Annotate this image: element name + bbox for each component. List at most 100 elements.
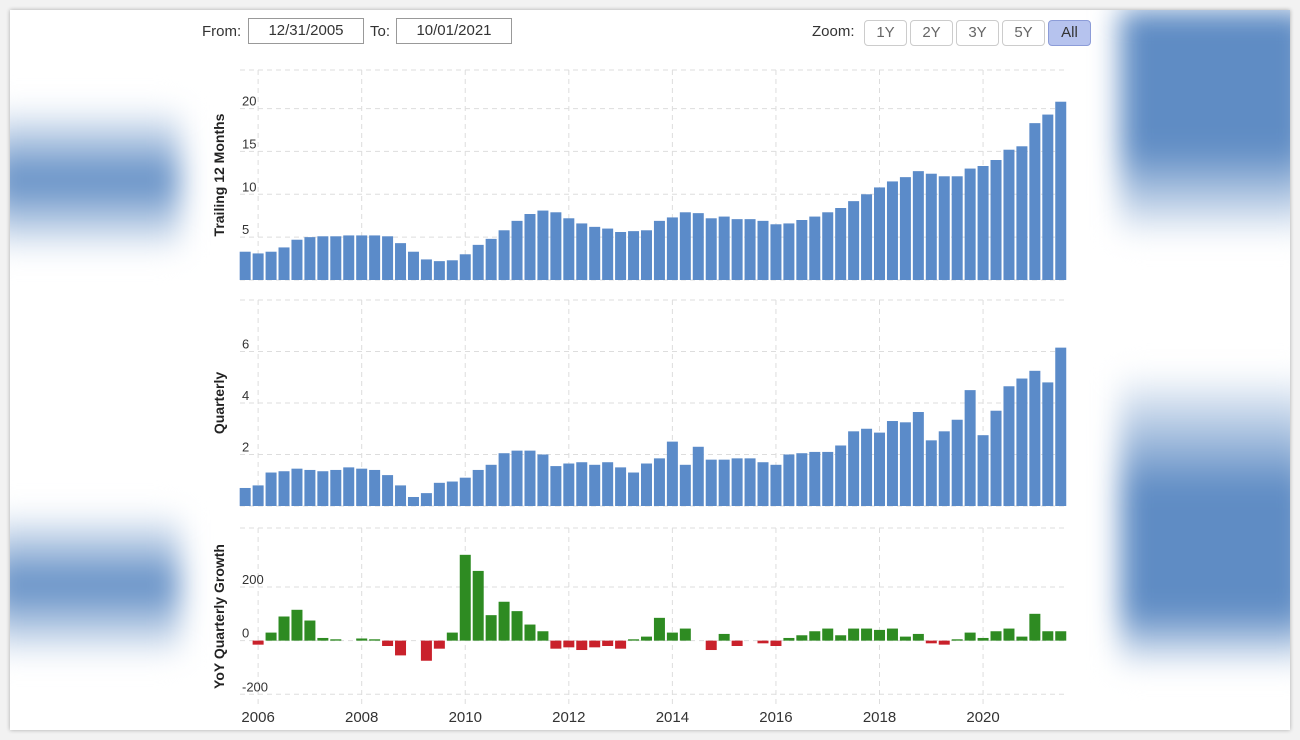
bar bbox=[628, 472, 640, 506]
bar bbox=[330, 639, 342, 641]
bar bbox=[1042, 114, 1054, 280]
bar bbox=[1029, 123, 1041, 281]
bar bbox=[899, 422, 911, 506]
bar bbox=[640, 230, 652, 280]
bar bbox=[550, 466, 562, 506]
bar bbox=[744, 458, 756, 506]
bar bbox=[369, 235, 381, 280]
bar bbox=[1042, 382, 1054, 506]
bar bbox=[356, 638, 368, 641]
bar bbox=[899, 636, 911, 641]
bar bbox=[278, 247, 290, 280]
bar bbox=[653, 458, 665, 506]
bar bbox=[822, 628, 834, 641]
bar bbox=[459, 477, 471, 506]
bar bbox=[291, 609, 303, 641]
zoom-button[interactable]: 2Y bbox=[910, 20, 953, 46]
bar bbox=[537, 631, 549, 641]
y-axis-label: Quarterly bbox=[211, 372, 227, 434]
bar bbox=[330, 469, 342, 506]
zoom-button[interactable]: 3Y bbox=[956, 20, 999, 46]
to-input[interactable]: 10/01/2021 bbox=[396, 18, 512, 44]
bar bbox=[1003, 628, 1015, 641]
bar bbox=[757, 220, 769, 280]
bar bbox=[252, 485, 264, 506]
zoom-button[interactable]: 1Y bbox=[864, 20, 907, 46]
bar bbox=[640, 636, 652, 641]
bar bbox=[498, 601, 510, 641]
bar bbox=[563, 640, 575, 648]
bar bbox=[433, 482, 445, 506]
bar bbox=[602, 228, 614, 280]
zoom-button[interactable]: 5Y bbox=[1002, 20, 1045, 46]
bar bbox=[589, 640, 601, 648]
bar bbox=[809, 216, 821, 280]
bar bbox=[407, 496, 419, 506]
bar bbox=[731, 458, 743, 506]
y-tick-label: 10 bbox=[242, 179, 256, 194]
bar bbox=[537, 210, 549, 280]
y-tick-label: 20 bbox=[242, 94, 256, 109]
bar bbox=[485, 464, 497, 506]
bar bbox=[615, 467, 627, 506]
bar bbox=[459, 554, 471, 641]
bar bbox=[317, 236, 329, 280]
bar bbox=[848, 431, 860, 506]
bar bbox=[511, 220, 523, 280]
y-tick-label: 6 bbox=[242, 337, 249, 352]
bar bbox=[640, 463, 652, 506]
side-decoration bbox=[10, 510, 180, 660]
bar bbox=[679, 464, 691, 506]
bar bbox=[757, 640, 769, 644]
bar bbox=[524, 450, 536, 506]
bar bbox=[964, 632, 976, 641]
bar bbox=[1042, 631, 1054, 641]
from-input[interactable]: 12/31/2005 bbox=[248, 18, 364, 44]
y-tick-label: 200 bbox=[242, 572, 264, 587]
bar bbox=[1003, 149, 1015, 280]
bar bbox=[252, 640, 264, 645]
bar bbox=[369, 639, 381, 641]
bar bbox=[602, 462, 614, 506]
bar bbox=[498, 230, 510, 280]
bar bbox=[977, 166, 989, 280]
y-tick-label: 4 bbox=[242, 388, 249, 403]
bar bbox=[537, 454, 549, 506]
x-tick-label: 2012 bbox=[552, 709, 585, 726]
bar bbox=[330, 236, 342, 280]
x-tick-label: 2020 bbox=[966, 709, 999, 726]
bar bbox=[433, 640, 445, 649]
y-tick-label: 15 bbox=[242, 136, 256, 151]
zoom-label: Zoom: bbox=[812, 23, 855, 40]
bar bbox=[356, 468, 368, 506]
bar bbox=[977, 637, 989, 641]
bar bbox=[679, 628, 691, 641]
bar bbox=[472, 244, 484, 280]
bar bbox=[653, 220, 665, 280]
bar bbox=[239, 251, 251, 280]
bar bbox=[705, 640, 717, 651]
bar bbox=[265, 251, 277, 280]
bar bbox=[304, 237, 316, 280]
bar bbox=[822, 451, 834, 506]
bar bbox=[912, 633, 924, 641]
bar bbox=[666, 632, 678, 641]
bar bbox=[925, 173, 937, 280]
zoom-button[interactable]: All bbox=[1048, 20, 1091, 46]
bar bbox=[679, 212, 691, 280]
bar bbox=[550, 212, 562, 280]
y-axis-label: YoY Quarterly Growth bbox=[211, 544, 227, 689]
bar bbox=[615, 640, 627, 649]
bar bbox=[524, 624, 536, 641]
bar bbox=[382, 475, 394, 506]
x-tick-label: 2016 bbox=[759, 709, 792, 726]
bar bbox=[265, 472, 277, 506]
bar bbox=[628, 639, 640, 641]
y-tick-label: 2 bbox=[242, 440, 249, 455]
bar bbox=[718, 459, 730, 506]
bar bbox=[395, 485, 407, 506]
bar bbox=[446, 632, 458, 641]
y-tick-label: -200 bbox=[242, 679, 268, 694]
bar bbox=[485, 615, 497, 641]
bar bbox=[796, 220, 808, 280]
